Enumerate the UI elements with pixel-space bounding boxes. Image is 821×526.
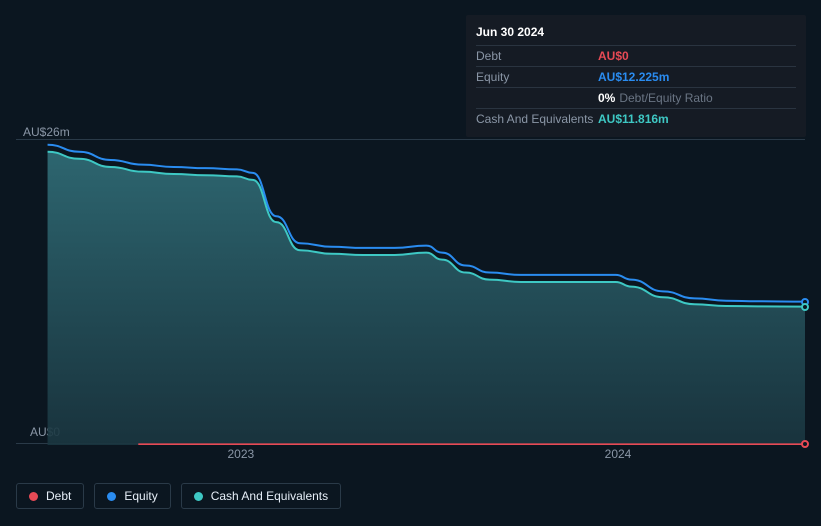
tooltip-row-label: Debt bbox=[476, 49, 598, 63]
tooltip-panel: Jun 30 2024 DebtAU$0EquityAU$12.225m0%De… bbox=[466, 15, 806, 137]
cash-end-marker bbox=[801, 303, 809, 311]
legend-item-label: Equity bbox=[124, 489, 157, 503]
equity-swatch-icon bbox=[107, 492, 116, 501]
tooltip-row-value: 0%Debt/Equity Ratio bbox=[598, 91, 713, 105]
x-axis-ticks: 2023 2024 bbox=[16, 447, 805, 465]
tooltip-row-label: Cash And Equivalents bbox=[476, 112, 598, 126]
tooltip-row-label: Equity bbox=[476, 70, 598, 84]
tooltip-row: EquityAU$12.225m bbox=[476, 66, 796, 87]
tooltip-row-label bbox=[476, 91, 598, 105]
tooltip-row-value: AU$0 bbox=[598, 49, 629, 63]
legend-item-label: Cash And Equivalents bbox=[211, 489, 328, 503]
tooltip-rows: DebtAU$0EquityAU$12.225m0%Debt/Equity Ra… bbox=[476, 45, 796, 129]
legend-item-label: Debt bbox=[46, 489, 71, 503]
debt-swatch-icon bbox=[29, 492, 38, 501]
chart-svg bbox=[16, 140, 805, 445]
tooltip-row: 0%Debt/Equity Ratio bbox=[476, 87, 796, 108]
tooltip-row-suffix: Debt/Equity Ratio bbox=[619, 91, 712, 105]
tooltip-row-value: AU$11.816m bbox=[598, 112, 669, 126]
x-tick-label: 2023 bbox=[228, 447, 255, 461]
legend: Debt Equity Cash And Equivalents bbox=[16, 483, 341, 509]
cash-swatch-icon bbox=[194, 492, 203, 501]
y-axis-max-label: AU$26m bbox=[23, 125, 70, 139]
plot-area[interactable] bbox=[16, 139, 805, 444]
tooltip-row-value: AU$12.225m bbox=[598, 70, 669, 84]
x-tick-label: 2024 bbox=[605, 447, 632, 461]
tooltip-date: Jun 30 2024 bbox=[476, 23, 796, 45]
legend-item-cash-and-equivalents[interactable]: Cash And Equivalents bbox=[181, 483, 341, 509]
debt-equity-chart: AU$26m AU$0 20232024 bbox=[16, 125, 805, 465]
legend-item-debt[interactable]: Debt bbox=[16, 483, 84, 509]
tooltip-row: DebtAU$0 bbox=[476, 45, 796, 66]
legend-item-equity[interactable]: Equity bbox=[94, 483, 170, 509]
